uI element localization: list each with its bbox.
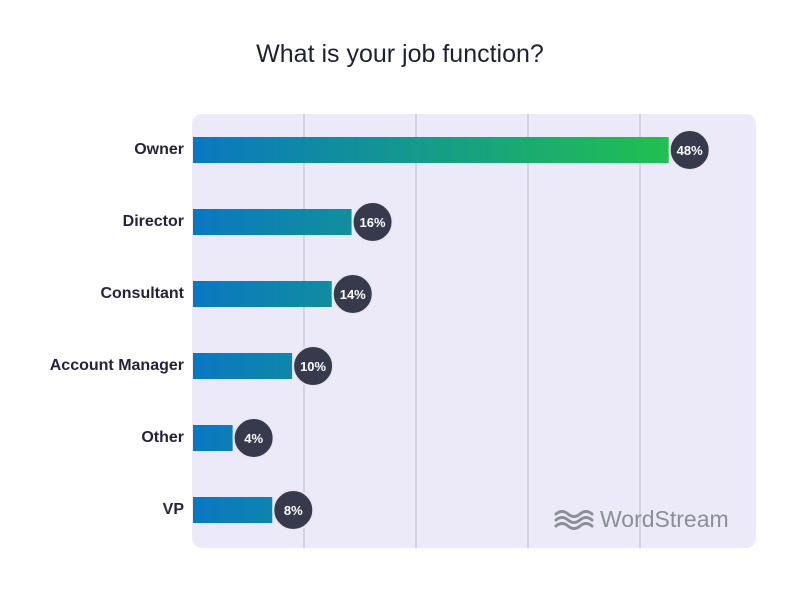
bar-vp bbox=[193, 497, 273, 523]
category-label: Other bbox=[141, 429, 184, 446]
value-badge bbox=[292, 345, 335, 387]
value-badge bbox=[272, 489, 315, 531]
data-label: 16% bbox=[360, 215, 386, 230]
chart-title: What is your job function? bbox=[256, 40, 544, 68]
value-badge bbox=[351, 201, 394, 243]
data-label: 4% bbox=[244, 431, 263, 446]
category-label: Director bbox=[122, 213, 184, 230]
value-badge bbox=[668, 129, 711, 171]
bar-other bbox=[193, 425, 233, 451]
category-label: Account Manager bbox=[49, 357, 184, 374]
data-label: 8% bbox=[284, 503, 303, 518]
category-label: Consultant bbox=[100, 285, 184, 302]
bar-director bbox=[193, 209, 352, 235]
bar-consultant bbox=[193, 281, 332, 307]
value-badge bbox=[331, 273, 374, 315]
bar-chart: 48% 16% 14% 10% 4% 8% bbox=[193, 114, 711, 548]
category-label: Owner bbox=[134, 141, 184, 158]
logo-text: WordStream bbox=[600, 506, 729, 532]
value-badge bbox=[232, 417, 275, 459]
data-label: 10% bbox=[300, 359, 326, 374]
category-label: VP bbox=[162, 501, 184, 518]
wordstream-logo: WordStream bbox=[554, 506, 729, 533]
data-label: 14% bbox=[340, 287, 366, 302]
bar-account-manager bbox=[193, 353, 293, 379]
wave-icon bbox=[554, 509, 594, 530]
plot-area: 48% 16% 14% 10% 4% 8% bbox=[192, 114, 756, 548]
data-label: 48% bbox=[677, 143, 703, 158]
bar-owner bbox=[193, 137, 669, 163]
